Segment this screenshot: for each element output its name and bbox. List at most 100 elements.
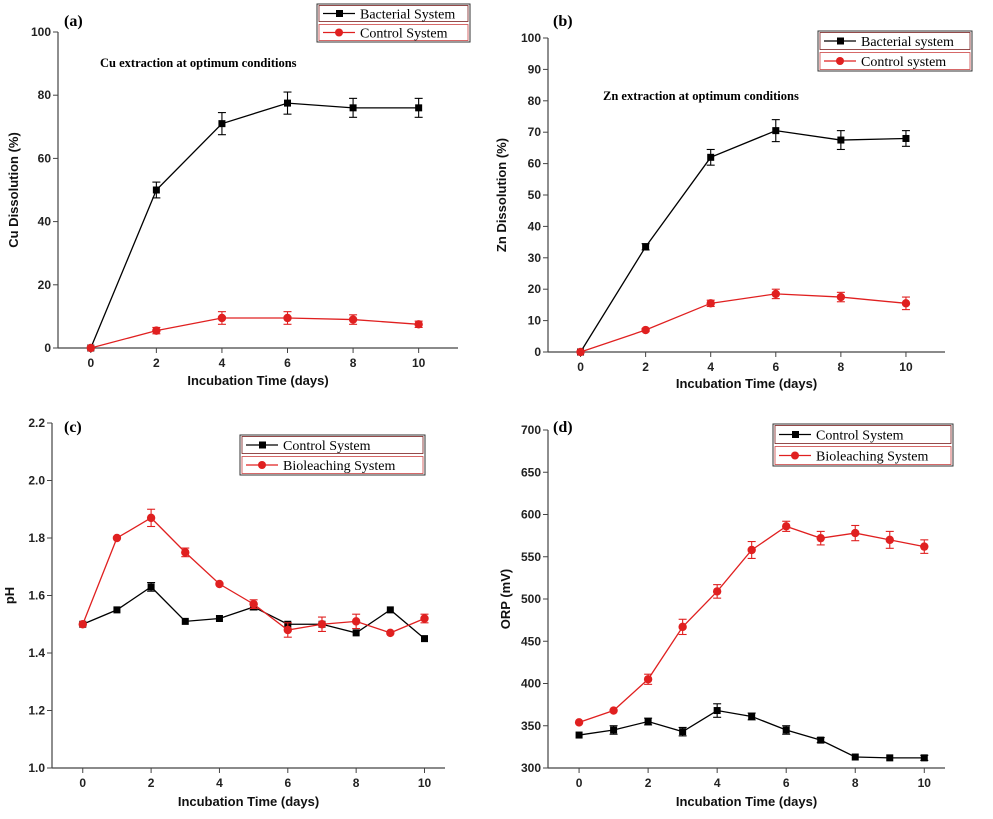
legend: Bacterial system Control system <box>817 30 973 72</box>
x-axis-label: Incubation Time (days) <box>187 373 328 388</box>
y-tick-label: 1.4 <box>28 646 45 660</box>
data-point <box>748 712 756 720</box>
data-point <box>414 320 423 329</box>
x-tick-label: 8 <box>350 356 357 370</box>
series-red <box>78 508 429 638</box>
legend-label: Bioleaching System <box>816 450 928 465</box>
data-point <box>713 707 721 715</box>
data-point <box>609 706 618 715</box>
x-axis-label: Incubation Time (days) <box>676 794 817 809</box>
data-point <box>837 136 845 144</box>
data-point <box>782 522 791 531</box>
data-point <box>181 548 190 557</box>
data-point <box>386 606 394 614</box>
data-point <box>707 153 715 161</box>
data-point <box>771 289 780 299</box>
data-point <box>902 134 910 142</box>
x-tick-label: 0 <box>576 776 583 790</box>
y-tick-label: 40 <box>38 215 52 229</box>
y-tick-label: 80 <box>38 88 52 102</box>
y-tick-label: 1.8 <box>28 531 45 545</box>
data-point <box>181 617 189 625</box>
data-point <box>152 186 160 194</box>
legend-marker <box>258 461 266 469</box>
legend: Control System Bioleaching System <box>239 434 426 476</box>
y-axis-label: Zn Dissolution (%) <box>494 138 509 252</box>
y-tick-label: 600 <box>521 508 541 522</box>
y-tick-label: 100 <box>31 25 51 39</box>
series-line <box>82 517 425 634</box>
data-point <box>284 99 292 107</box>
data-point <box>644 718 652 726</box>
y-tick-label: 70 <box>528 125 542 139</box>
legend: Bacterial System Control System <box>316 3 471 43</box>
series-red <box>86 311 423 353</box>
legend: Control System Bioleaching System <box>772 423 954 467</box>
y-tick-label: 10 <box>528 314 542 328</box>
data-point <box>86 343 95 353</box>
data-point <box>643 675 653 684</box>
x-tick-label: 0 <box>79 776 86 790</box>
chart-panel-c: 1.0 1.2 1.4 1.6 1.8 2.0 2.2 0 2 4 6 8 10 Incubation T… <box>2 416 445 809</box>
legend-marker <box>791 451 799 460</box>
x-tick-label: 2 <box>645 776 652 790</box>
data-point <box>641 325 650 335</box>
data-point <box>836 292 846 302</box>
data-point <box>747 545 756 555</box>
series-line <box>82 586 425 640</box>
y-axis-label: Cu Dissolution (%) <box>6 132 21 248</box>
x-tick-label: 6 <box>284 356 291 370</box>
data-point <box>575 731 583 739</box>
legend-marker <box>836 57 844 65</box>
legend-item-frame <box>774 446 952 465</box>
y-tick-label: 90 <box>528 62 542 76</box>
legend-item-frame <box>819 52 971 70</box>
x-tick-label: 10 <box>899 360 913 374</box>
x-tick-label: 2 <box>642 360 649 374</box>
legend-label: Control System <box>816 429 904 444</box>
legend-label: Bioleaching System <box>283 459 395 474</box>
data-point <box>351 617 361 626</box>
chart-panel-b: 0 10 20 30 40 50 60 70 80 90 100 0 2 4 6 8 10 Incubation … <box>494 13 973 391</box>
data-point <box>576 347 585 357</box>
series-black <box>577 119 910 356</box>
data-point <box>920 754 928 762</box>
series-red <box>574 520 929 727</box>
data-point <box>78 620 87 629</box>
x-tick-label: 10 <box>418 776 432 790</box>
series-black <box>87 91 423 352</box>
data-point <box>348 315 358 324</box>
y-tick-label: 450 <box>521 634 541 648</box>
y-tick-label: 300 <box>521 761 541 775</box>
y-tick-label: 2.0 <box>28 474 45 488</box>
data-point <box>679 728 687 736</box>
legend-label: Control System <box>283 439 371 454</box>
panel-label: (a) <box>64 13 83 30</box>
y-tick-label: 700 <box>521 423 541 437</box>
legend-label: Control System <box>360 27 448 42</box>
data-point <box>218 120 226 128</box>
legend-marker <box>335 28 343 37</box>
data-point <box>885 535 894 545</box>
y-tick-label: 550 <box>521 550 541 564</box>
panel-label: (c) <box>64 419 82 436</box>
data-point <box>642 243 650 251</box>
data-point <box>113 606 121 614</box>
panel-label: (d) <box>553 419 573 436</box>
x-tick-label: 8 <box>838 360 845 374</box>
data-point <box>146 513 156 523</box>
legend-marker <box>792 431 799 438</box>
y-axis-label: pH <box>2 587 17 604</box>
data-point <box>851 753 859 761</box>
data-point <box>152 326 161 335</box>
legend-box <box>239 434 426 476</box>
legend-label: Bacterial system <box>861 35 954 50</box>
x-tick-label: 0 <box>577 360 584 374</box>
series-red <box>576 288 911 357</box>
y-tick-label: 30 <box>528 251 542 265</box>
x-tick-label: 4 <box>707 360 714 374</box>
chart-title: Cu extraction at optimum conditions <box>100 56 297 70</box>
data-point <box>215 615 223 622</box>
data-point <box>886 754 894 762</box>
